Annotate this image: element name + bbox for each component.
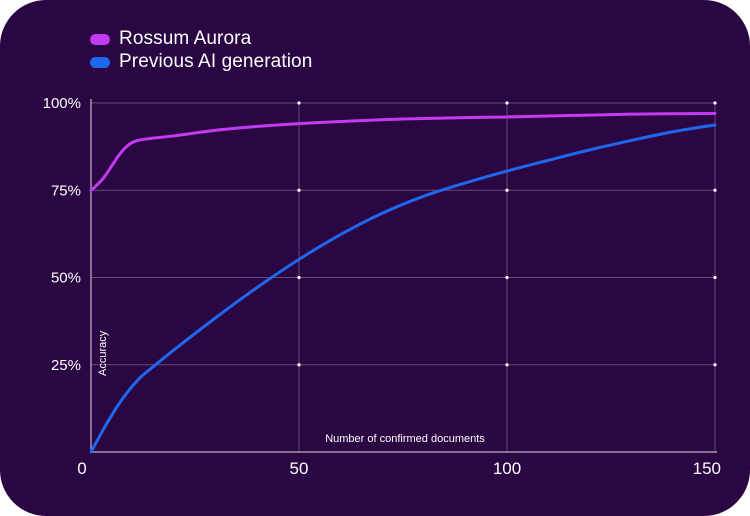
series-line-rossum-aurora [89,111,717,192]
grid-dot [505,275,509,280]
grid-dot [297,188,301,192]
x-tick-label: 0 [77,459,86,478]
y-tick-label: 50% [51,270,81,287]
grid-dot [505,363,509,367]
grid-dot [297,363,301,367]
grid-dot [505,101,509,105]
y-tick-label: 25% [51,357,81,374]
grid-dot [713,275,717,280]
grid-dot [297,101,301,105]
grid-dot [713,101,717,105]
grid-dot [505,188,509,192]
x-tick-label: 50 [290,459,309,478]
legend-swatch-rossum-aurora [90,33,110,45]
grid [91,101,717,452]
x-tick-label: 150 [693,459,721,478]
labels: Number of confirmed documents Accuracy 2… [43,95,721,478]
legend-label-rossum-aurora: Rossum Aurora [119,28,252,49]
y-tick-label: 100% [43,95,81,112]
y-axis-label: Accuracy [97,330,109,376]
x-tick-label: 100 [493,459,521,478]
axes [90,99,717,453]
grid-dot [713,363,717,367]
y-tick-label: 75% [51,182,81,199]
grid-dot [297,275,301,280]
legend-label-previous-ai-generation: Previous AI generation [119,51,313,72]
grid-dot [713,188,717,192]
legend-item-previous-ai-generation: Previous AI generation [90,51,312,73]
legend-swatch-previous-ai-generation [90,56,110,68]
series [89,111,717,454]
x-axis-label: Number of confirmed documents [325,433,485,445]
legend: Rossum Aurora Previous AI generation [90,28,312,73]
legend-item-rossum-aurora: Rossum Aurora [90,28,312,50]
series-line-previous-ai-generation [89,123,717,454]
